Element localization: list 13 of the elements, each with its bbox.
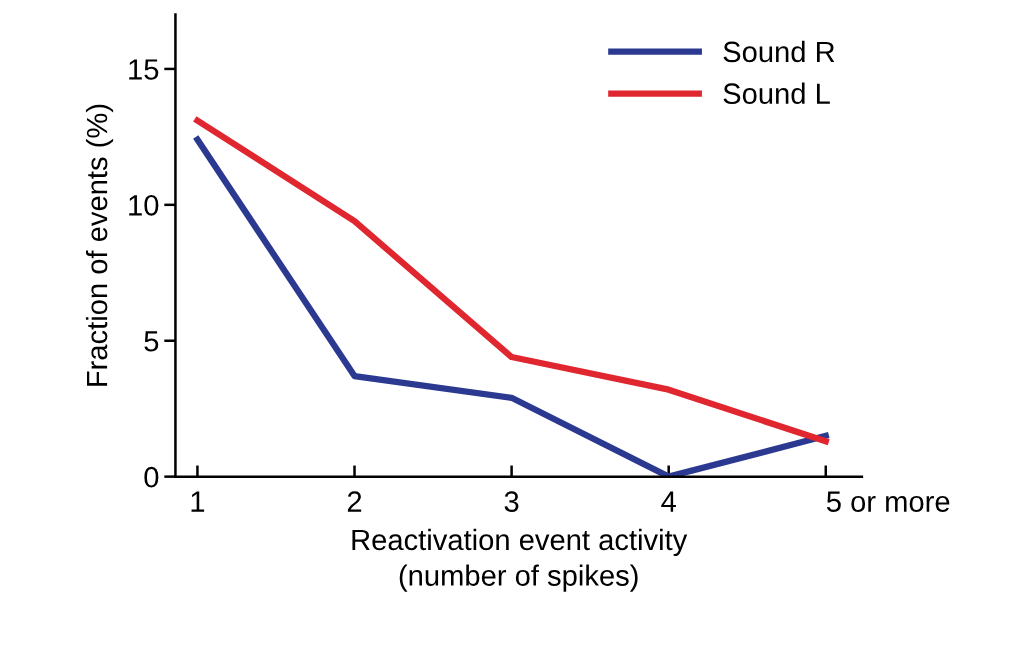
y-tick-label: 5 (144, 331, 159, 352)
y-tick-label: 0 (144, 466, 159, 488)
y-tick-label: 10 (129, 195, 159, 216)
x-tick-label: 1 (191, 491, 205, 512)
x-tick-label: 4 (661, 491, 676, 512)
x-tick-label: 5 or more (826, 491, 950, 512)
legend-label: Sound R (723, 40, 835, 63)
legend-label: Sound L (723, 82, 830, 105)
y-axis-title: Fraction of events (%) (85, 104, 114, 386)
y-tick-label: 15 (129, 59, 159, 80)
x-axis-title: Reactivation event activity (number of spikes) (352, 528, 688, 592)
x-tick-label: 3 (504, 491, 519, 512)
x-tick-label: 2 (347, 491, 362, 512)
